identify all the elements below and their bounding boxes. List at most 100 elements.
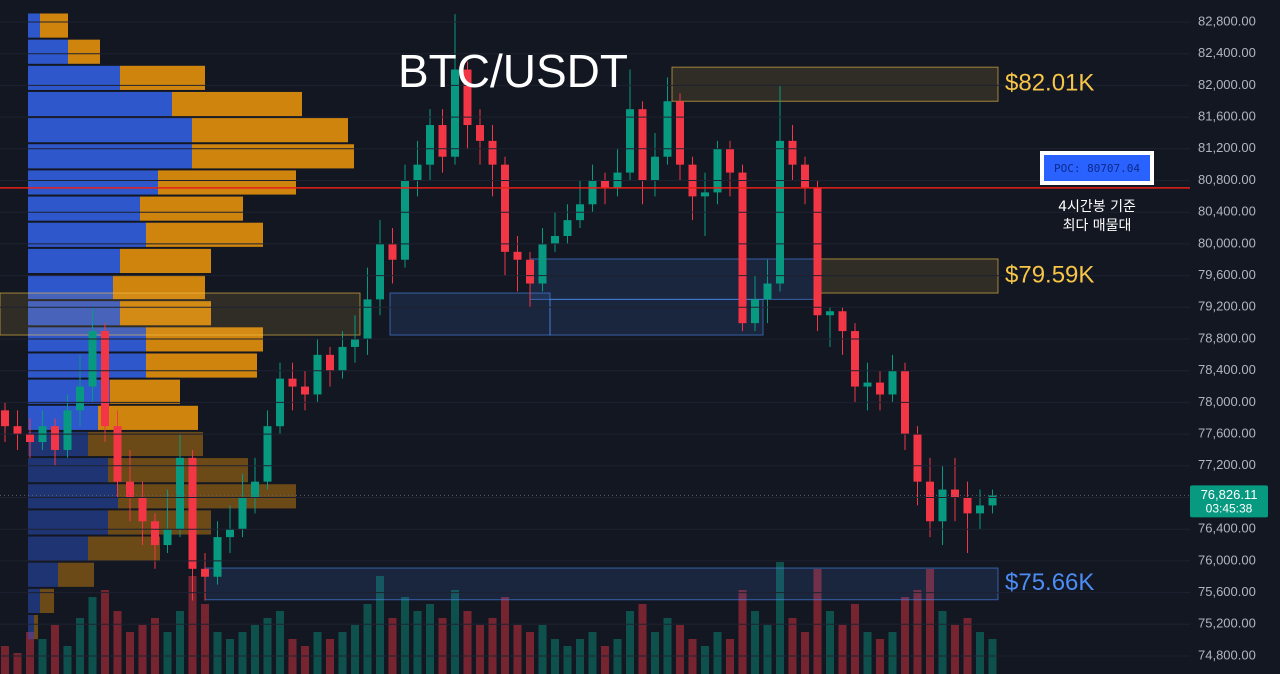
- volume-bar: [376, 576, 384, 674]
- volume-bar: [601, 646, 609, 674]
- candle-body: [188, 457, 197, 569]
- volume-bar: [88, 597, 97, 674]
- y-tick-label: 76,400.00: [1198, 521, 1256, 536]
- volume-bar: [863, 632, 872, 674]
- volume-bar: [363, 604, 372, 674]
- candle-body: [126, 481, 134, 498]
- volume-bar: [526, 632, 534, 674]
- volume-bar: [126, 632, 134, 674]
- zone-label: $79.59K: [1005, 261, 1094, 288]
- candle-body: [513, 251, 522, 260]
- y-tick-label: 79,200.00: [1198, 299, 1256, 314]
- candle-body: [26, 434, 34, 443]
- candle-body: [138, 497, 147, 522]
- profile-buy: [28, 39, 68, 64]
- volume-bar: [263, 618, 272, 674]
- volume-bar: [676, 625, 684, 674]
- candle-body: [663, 101, 672, 157]
- candle-body: [101, 331, 109, 427]
- candle-body: [363, 299, 372, 339]
- volume-bar: [188, 576, 197, 674]
- candle-body: [351, 339, 359, 347]
- volume-bar: [176, 611, 184, 674]
- profile-sell: [192, 118, 348, 143]
- y-tick-label: 82,000.00: [1198, 77, 1256, 92]
- countdown: 03:45:38: [1206, 502, 1253, 516]
- profile-buy: [28, 458, 108, 483]
- volume-bar: [26, 632, 34, 674]
- volume-profile: [28, 13, 354, 640]
- candle-body: [388, 243, 397, 260]
- volume-bar: [63, 646, 72, 674]
- volume-bar: [451, 590, 459, 674]
- candle-body: [88, 331, 97, 387]
- annotation: 최다 매물대: [1063, 218, 1132, 234]
- candle-body: [713, 148, 722, 193]
- y-tick-label: 80,000.00: [1198, 235, 1256, 250]
- y-tick-label: 75,200.00: [1198, 616, 1256, 631]
- candle-body: [63, 410, 72, 450]
- volume-bar: [463, 611, 472, 674]
- volume-bar: [776, 562, 784, 674]
- volume-bar: [813, 569, 822, 674]
- profile-buy: [28, 91, 172, 117]
- volume-bar: [513, 625, 522, 674]
- candle-body: [538, 243, 547, 284]
- candle-body: [163, 529, 172, 546]
- profile-sell: [40, 13, 68, 38]
- candle-body: [926, 481, 934, 522]
- volume-bar: [888, 632, 897, 674]
- profile-buy: [28, 562, 58, 587]
- profile-sell: [146, 222, 263, 247]
- candle-body: [988, 495, 997, 506]
- profile-sell: [40, 588, 54, 613]
- volume-bar: [151, 618, 159, 674]
- volume-bar: [163, 632, 172, 674]
- profile-buy: [28, 65, 120, 90]
- zone: [389, 292, 551, 336]
- y-tick-label: 74,800.00: [1198, 647, 1256, 662]
- candle-body: [526, 259, 534, 284]
- annotation: 4시간봉 기준: [1058, 199, 1136, 215]
- volume-bar: [338, 632, 347, 674]
- volume-bar: [426, 604, 434, 674]
- profile-buy: [28, 118, 192, 143]
- profile-buy: [28, 144, 192, 169]
- candle-body: [888, 370, 897, 395]
- volume-bar: [51, 625, 59, 674]
- volume-bar: [651, 632, 659, 674]
- candle-body: [263, 426, 272, 482]
- candle-body: [451, 69, 459, 157]
- volume-bar: [76, 618, 84, 674]
- profile-buy: [28, 275, 113, 300]
- candle-body: [438, 125, 447, 157]
- profile-buy: [28, 13, 40, 38]
- candle-body: [326, 354, 334, 371]
- volume-layer: [1, 562, 997, 674]
- volume-bar: [926, 569, 934, 674]
- candle-body: [288, 378, 297, 387]
- volume-bar: [976, 632, 984, 674]
- profile-buy: [28, 301, 120, 326]
- profile-buy: [28, 536, 88, 561]
- zone-label: $75.66K: [1005, 569, 1094, 596]
- candle-body: [863, 382, 872, 387]
- volume-bar: [313, 632, 322, 674]
- candle-body: [176, 457, 184, 530]
- profile-buy: [28, 222, 146, 247]
- candle-body: [813, 188, 822, 316]
- candle-body: [651, 156, 659, 181]
- candle-body: [976, 505, 984, 514]
- y-tick-label: 76,000.00: [1198, 552, 1256, 567]
- profile-sell: [140, 196, 243, 221]
- candle-body: [51, 426, 59, 450]
- candle-body: [1, 410, 9, 427]
- volume-bar: [626, 611, 634, 674]
- profile-sell: [192, 144, 354, 169]
- y-tick-label: 82,800.00: [1198, 13, 1256, 28]
- candle-body: [738, 172, 747, 324]
- candle-body: [701, 192, 709, 197]
- candle-body: [201, 568, 209, 577]
- y-tick-label: 78,400.00: [1198, 362, 1256, 377]
